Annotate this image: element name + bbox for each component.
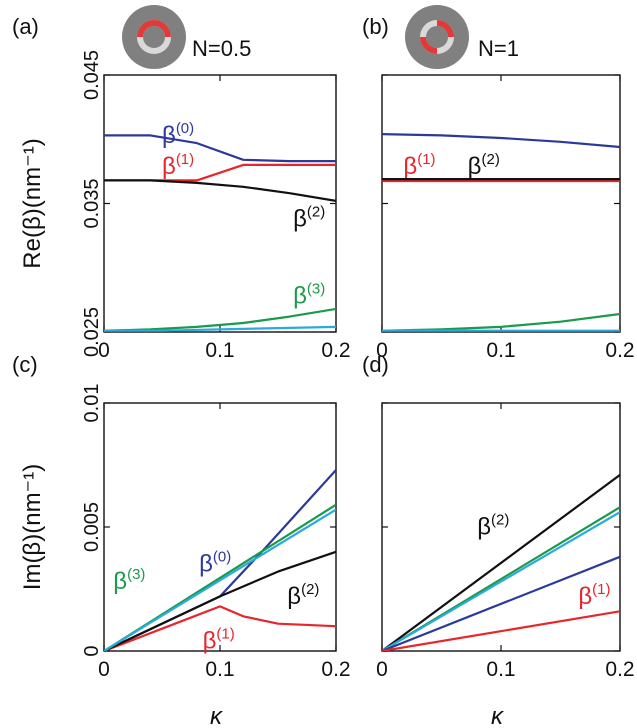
- panel-label: (b): [362, 14, 389, 39]
- series-line: [104, 508, 336, 651]
- x-tick-label: 0.1: [486, 339, 515, 362]
- panel-d: (d) 0 0.1 0.2 κ β(2) β(1): [362, 352, 635, 728]
- series-line: [382, 511, 620, 651]
- series-line: [104, 179, 336, 202]
- panel-label: (a): [12, 14, 39, 39]
- ring-highlight-arc: [420, 36, 438, 54]
- ring-inset-icon: [122, 5, 186, 69]
- y-tick-label: 0.045: [81, 50, 103, 100]
- series-line: [104, 605, 336, 651]
- series-label: β(2): [293, 204, 325, 233]
- x-tick-label: 0: [376, 339, 388, 362]
- x-tick-label: 0.2: [321, 658, 350, 681]
- series-label: β(1): [203, 626, 235, 655]
- series-label: β(0): [162, 120, 194, 149]
- x-tick-label: 0.1: [205, 339, 234, 362]
- x-tick-label: 0: [98, 658, 110, 681]
- series-line: [104, 325, 336, 332]
- y-tick-label: 0.005: [81, 502, 103, 552]
- panel-label: (c): [12, 352, 38, 377]
- x-tick-label: 0.2: [605, 339, 634, 362]
- y-tick-label: 0.01: [81, 384, 103, 423]
- series-line: [382, 133, 620, 149]
- panel-b: (b) N=1 0 0.1 0.2 β(1) β(2): [362, 5, 635, 362]
- series-label: β(1): [578, 581, 610, 610]
- series-line: [382, 474, 620, 651]
- series-label: β(3): [113, 566, 145, 595]
- series-label: β(2): [477, 511, 509, 540]
- ring-highlight-arc: [436, 20, 454, 38]
- x-tick-label: 0.2: [605, 658, 634, 681]
- x-tick-label: 0: [98, 339, 110, 362]
- x-tick-label: 0.2: [321, 339, 350, 362]
- series-label: β(1): [403, 151, 435, 180]
- panel-label: (d): [362, 352, 389, 377]
- series-line: [104, 134, 336, 163]
- series-line: [104, 163, 336, 182]
- panel-title: N=0.5: [192, 36, 251, 61]
- ring-highlight-arc: [137, 20, 171, 38]
- series-label: β(0): [199, 549, 231, 578]
- series-label: β(3): [293, 281, 325, 310]
- ring-inset-icon: [405, 5, 469, 69]
- panel-c: (c) 0 0.1 0.2 0 0.005 0.01 Im(β)(nm⁻¹) κ β(0) β(1)…: [12, 352, 351, 728]
- panel-title: N=1: [478, 36, 519, 61]
- x-axis-label: κ: [491, 703, 505, 728]
- series-line: [382, 555, 620, 651]
- x-tick-label: 0: [376, 658, 388, 681]
- series-label: β(2): [468, 151, 500, 180]
- y-axis-label: Im(β)(nm⁻¹): [19, 464, 46, 590]
- series-label: β(2): [287, 581, 319, 610]
- series-label: β(1): [162, 151, 194, 180]
- plot-frame: [381, 74, 621, 333]
- y-tick-label: 0.035: [81, 178, 103, 228]
- series-line: [382, 610, 620, 651]
- y-tick-label: 0: [81, 645, 103, 656]
- x-tick-label: 0.1: [205, 658, 234, 681]
- panel-a: (a) N=0.5 0 0.1 0.2 0.025 0.035 0.045 Re(β)(nm⁻¹…: [12, 5, 351, 362]
- x-tick-label: 0.1: [486, 658, 515, 681]
- series-line: [104, 550, 336, 651]
- y-tick-label: 0.025: [81, 307, 103, 357]
- y-axis-label: Re(β)(nm⁻¹): [19, 138, 46, 268]
- x-axis-label: κ: [210, 703, 224, 728]
